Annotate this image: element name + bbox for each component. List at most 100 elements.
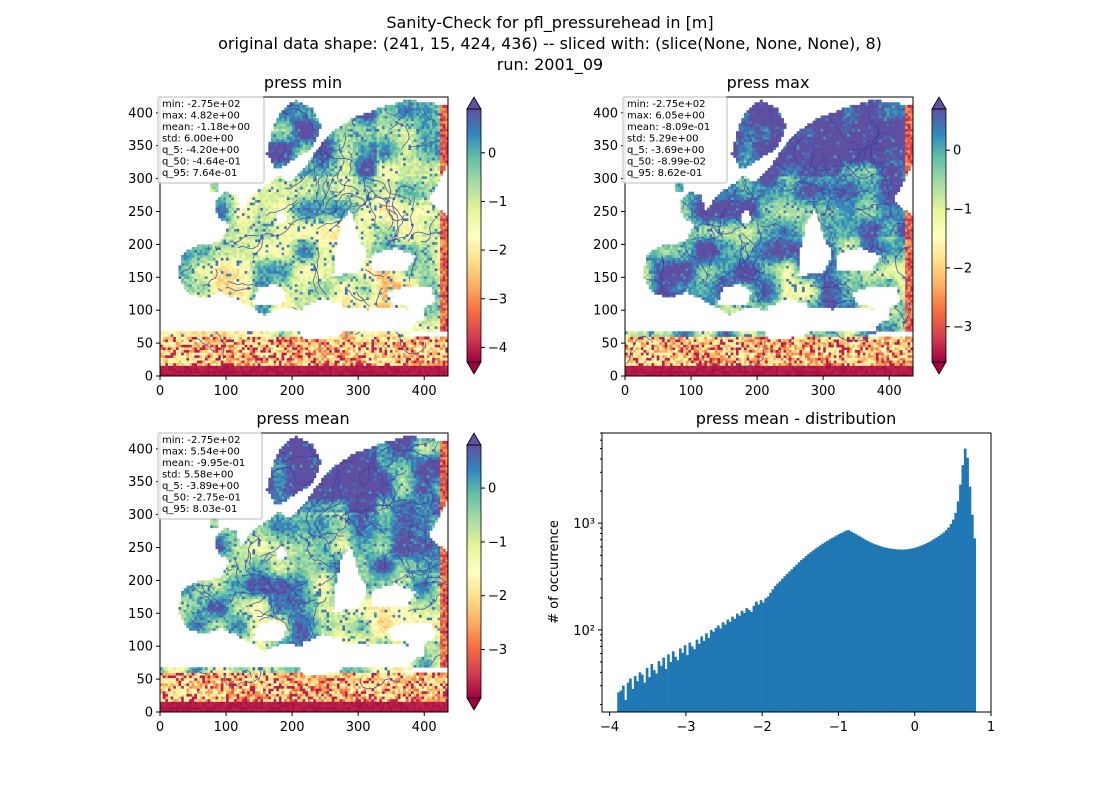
- map-cell: [390, 244, 393, 247]
- map-cell: [411, 276, 414, 279]
- map-cell: [295, 231, 298, 234]
- map-cell: [208, 358, 211, 361]
- map-cell: [440, 305, 443, 308]
- map-cell: [414, 273, 417, 276]
- map-cell: [435, 352, 438, 355]
- map-cell: [282, 268, 285, 271]
- map-cell: [321, 255, 324, 258]
- map-cell: [250, 347, 253, 350]
- map-cell: [295, 260, 298, 263]
- map-cell: [313, 260, 316, 263]
- map-cell: [435, 360, 438, 363]
- map-cell: [165, 350, 168, 353]
- map-cell: [292, 223, 295, 226]
- map-cell: [276, 250, 279, 253]
- map-cell: [213, 365, 216, 368]
- map-cell: [371, 292, 374, 295]
- map-cell: [430, 215, 433, 218]
- map-cell: [205, 355, 208, 358]
- map-cell: [242, 371, 245, 374]
- map-cell: [250, 334, 253, 337]
- map-cell: [245, 271, 248, 274]
- map-cell: [239, 347, 242, 350]
- map-cell: [387, 365, 390, 368]
- map-cell: [197, 255, 200, 258]
- map-cell: [411, 252, 414, 255]
- map-cell: [350, 273, 353, 276]
- map-cell: [226, 363, 229, 366]
- map-cell: [255, 221, 258, 224]
- map-cell: [287, 247, 290, 250]
- map-cell: [342, 305, 345, 308]
- map-cell: [255, 279, 258, 282]
- map-cell: [435, 263, 438, 266]
- map-cell: [371, 339, 374, 342]
- map-cell: [200, 358, 203, 361]
- map-cell: [263, 305, 266, 308]
- map-cell: [427, 371, 430, 374]
- map-cell: [250, 265, 253, 268]
- map-cell: [348, 363, 351, 366]
- map-cell: [353, 331, 356, 334]
- map-cell: [300, 287, 303, 290]
- map-cell: [242, 358, 245, 361]
- map-cell: [289, 371, 292, 374]
- map-cell: [400, 331, 403, 334]
- map-cell: [245, 268, 248, 271]
- map-cell: [329, 215, 332, 218]
- map-cell: [231, 358, 234, 361]
- map-cell: [334, 337, 337, 340]
- map-cell: [443, 260, 446, 263]
- map-cell: [400, 371, 403, 374]
- map-cell: [231, 218, 234, 221]
- map-cell: [287, 342, 290, 345]
- map-cell: [361, 339, 364, 342]
- map-cell: [308, 287, 311, 290]
- map-cell: [284, 247, 287, 250]
- map-cell: [305, 352, 308, 355]
- map-cell: [287, 363, 290, 366]
- map-cell: [184, 355, 187, 358]
- map-cell: [424, 350, 427, 353]
- map-cell: [385, 234, 388, 237]
- map-cell: [342, 297, 345, 300]
- map-cell: [202, 355, 205, 358]
- map-cell: [419, 342, 422, 345]
- map-cell: [440, 358, 443, 361]
- map-cell: [194, 365, 197, 368]
- map-cell: [226, 347, 229, 350]
- map-cell: [250, 342, 253, 345]
- map-cell: [260, 337, 263, 340]
- map-cell: [289, 287, 292, 290]
- map-cell: [271, 237, 274, 240]
- map-cell: [345, 337, 348, 340]
- map-cell: [234, 287, 237, 290]
- map-cell: [366, 202, 369, 205]
- map-cell: [321, 268, 324, 271]
- map-cell: [385, 273, 388, 276]
- map-cell: [197, 342, 200, 345]
- map-cell: [406, 213, 409, 216]
- map-cell: [279, 368, 282, 371]
- map-cell: [427, 268, 430, 271]
- map-cell: [250, 281, 253, 284]
- map-cell: [245, 250, 248, 253]
- map-cell: [321, 260, 324, 263]
- map-cell: [377, 358, 380, 361]
- map-cell: [406, 223, 409, 226]
- map-cell: [422, 213, 425, 216]
- map-cell: [374, 202, 377, 205]
- map-cell: [326, 339, 329, 342]
- map-cell: [371, 368, 374, 371]
- map-cell: [284, 305, 287, 308]
- map-cell: [239, 221, 242, 224]
- map-cell: [332, 255, 335, 258]
- map-cell: [332, 284, 335, 287]
- map-cell: [226, 263, 229, 266]
- map-cell: [424, 371, 427, 374]
- map-cell: [337, 281, 340, 284]
- map-cell: [340, 363, 343, 366]
- map-cell: [379, 371, 382, 374]
- map-cell: [416, 284, 419, 287]
- map-cell: [247, 339, 250, 342]
